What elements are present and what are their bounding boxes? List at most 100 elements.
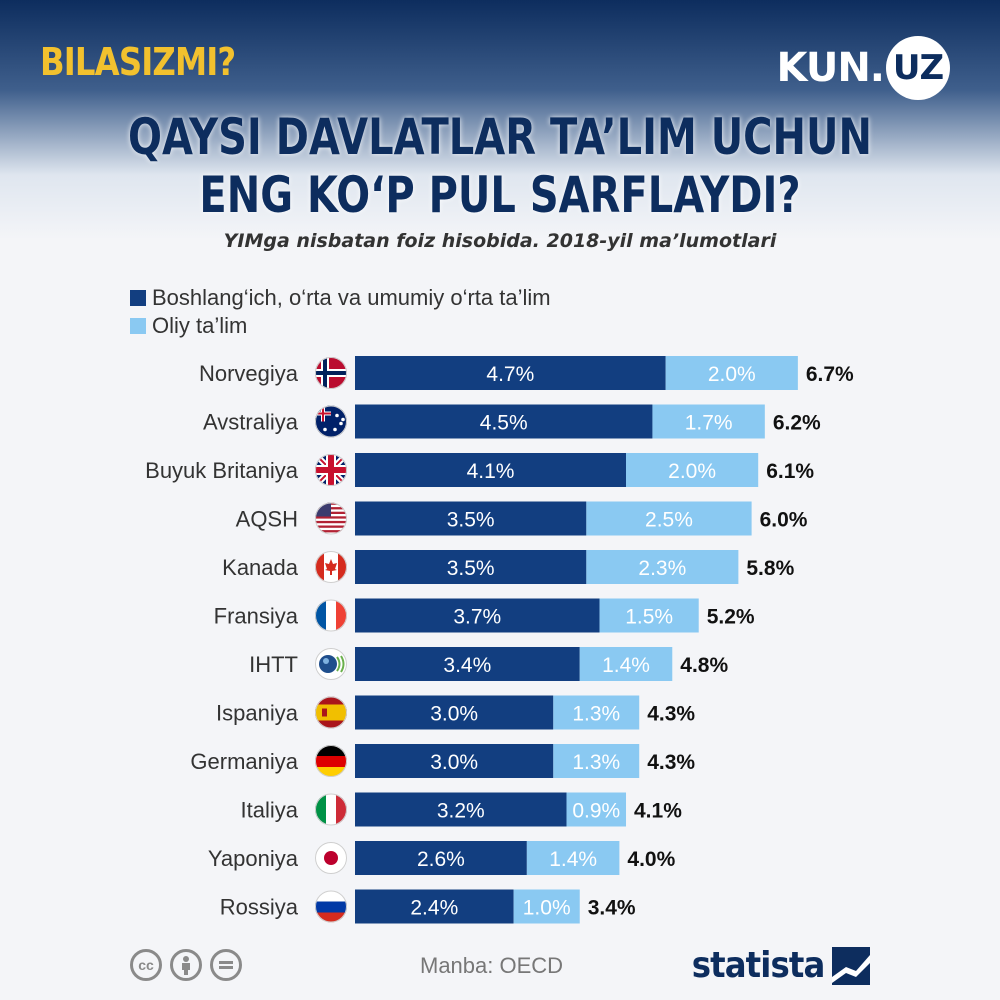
oecd-logo-icon (315, 648, 347, 680)
bar-segment-school (355, 647, 580, 681)
bar-segment-school (355, 501, 587, 536)
category-label: Italiya (241, 798, 299, 823)
value-label-school: 2.4% (410, 897, 458, 920)
source-text: Manba: OECD (420, 953, 564, 978)
brand-logo-text: KUN. (776, 45, 885, 91)
australia-flag-icon (315, 405, 347, 438)
bar-segment-higher (586, 550, 739, 584)
category-label: IHTT (249, 652, 298, 677)
uk-flag-icon (315, 454, 347, 486)
category-label: AQSH (236, 507, 298, 532)
total-label: 4.1% (634, 800, 682, 823)
total-label: 6.1% (766, 460, 814, 483)
statista-logo: statista (677, 945, 870, 986)
value-label-school: 3.0% (430, 703, 478, 726)
bar-segment-school (355, 404, 653, 439)
bar-segment-higher (665, 356, 798, 390)
legend-label-higher: Oliy ta’lim (152, 313, 248, 338)
germany-flag-icon (315, 745, 347, 777)
bar-segment-higher (553, 695, 640, 730)
legend-label-school: Boshlang‘ich, o‘rta va umumiy o‘rta ta’l… (152, 285, 551, 310)
bar-segment-higher (652, 404, 765, 439)
bar-segment-higher (579, 647, 673, 681)
category-label: Avstraliya (203, 410, 299, 435)
value-label-higher: 2.0% (708, 363, 756, 386)
category-label: Norvegiya (199, 361, 299, 386)
legend-item-school: Boshlang‘ich, o‘rta va umumiy o‘rta ta’l… (130, 284, 551, 312)
bar-segment-higher (626, 453, 759, 487)
statista-mark-icon (832, 946, 870, 985)
bar-segment-higher (566, 792, 627, 827)
total-label: 5.2% (707, 606, 755, 629)
bar-segment-school (355, 550, 587, 584)
italy-flag-icon (315, 793, 347, 826)
value-label-school: 3.5% (447, 557, 495, 580)
value-label-higher: 1.0% (523, 897, 571, 920)
value-label-higher: 0.9% (572, 800, 620, 823)
stacked-bar-chart: Norvegiya 4.7% 2.0% 6.7% Avstraliya 4.5% 1.7% 6… (145, 356, 854, 924)
chart-title-line-2: ENG KO‘P PUL SARFLAYDI? (199, 166, 801, 224)
bar-segment-higher (586, 501, 752, 536)
bar-segment-school (355, 889, 514, 924)
japan-flag-icon (315, 842, 347, 874)
bar-segment-school (355, 695, 554, 730)
bar-segment-higher (553, 744, 640, 778)
value-label-higher: 1.5% (625, 606, 673, 629)
legend-swatch-light (130, 318, 146, 334)
value-label-school: 2.6% (417, 848, 465, 871)
license-icons: cc (130, 949, 242, 981)
cc-icon: cc (130, 949, 162, 981)
value-label-higher: 1.3% (572, 751, 620, 774)
total-label: 5.8% (746, 557, 794, 580)
value-label-school: 4.7% (486, 363, 534, 386)
bar-segment-higher (513, 889, 580, 924)
bar-segment-higher (599, 598, 699, 633)
category-label: Germaniya (190, 749, 298, 774)
legend-item-higher: Oliy ta’lim (130, 312, 551, 340)
category-label: Buyuk Britaniya (145, 458, 299, 483)
value-label-higher: 1.4% (602, 654, 650, 677)
total-label: 6.7% (806, 363, 854, 386)
usa-flag-icon (315, 502, 347, 535)
brand-logo: KUN. UZ (777, 36, 950, 100)
legend-swatch-dark (130, 290, 146, 306)
bar-segment-school (355, 744, 554, 778)
value-label-higher: 2.3% (638, 557, 686, 580)
value-label-higher: 1.3% (572, 703, 620, 726)
value-label-school: 3.2% (437, 800, 485, 823)
category-label: Yaponiya (208, 846, 299, 871)
statista-wordmark: statista (691, 945, 825, 986)
brand-logo-circle: UZ (886, 36, 950, 100)
by-icon (170, 949, 202, 981)
bar-segment-school (355, 792, 567, 827)
category-label: Ispaniya (216, 701, 299, 726)
bar-segment-school (355, 841, 527, 875)
total-label: 6.2% (773, 412, 821, 435)
value-label-school: 4.5% (480, 412, 528, 435)
nd-icon (210, 949, 242, 981)
value-label-higher: 2.5% (645, 509, 693, 532)
header-tag: BILASIZMI? (40, 40, 236, 84)
value-label-school: 4.1% (467, 460, 515, 483)
category-label: Kanada (222, 555, 299, 580)
chart-subtitle: YIMga nisbatan foiz hisobida. 2018-yil m… (223, 230, 777, 252)
category-label: Fransiya (214, 604, 299, 629)
value-label-school: 3.4% (443, 654, 491, 677)
bar-segment-school (355, 598, 600, 633)
france-flag-icon (315, 599, 347, 632)
total-label: 4.8% (680, 654, 728, 677)
total-label: 4.3% (647, 703, 695, 726)
total-label: 4.0% (627, 848, 675, 871)
chart-legend: Boshlang‘ich, o‘rta va umumiy o‘rta ta’l… (130, 284, 551, 340)
value-label-higher: 1.4% (549, 848, 597, 871)
norway-flag-icon (315, 357, 347, 389)
russia-flag-icon (315, 890, 347, 923)
total-label: 4.3% (647, 751, 695, 774)
value-label-school: 3.0% (430, 751, 478, 774)
chart-title: QAYSI DAVLATLAR TA’LIM UCHUN ENG KO‘P PU… (0, 108, 1000, 224)
bar-segment-school (355, 356, 666, 390)
total-label: 6.0% (760, 509, 808, 532)
chart-title-line-1: QAYSI DAVLATLAR TA’LIM UCHUN (128, 108, 872, 166)
value-label-higher: 1.7% (685, 412, 733, 435)
bar-segment-school (355, 453, 627, 487)
